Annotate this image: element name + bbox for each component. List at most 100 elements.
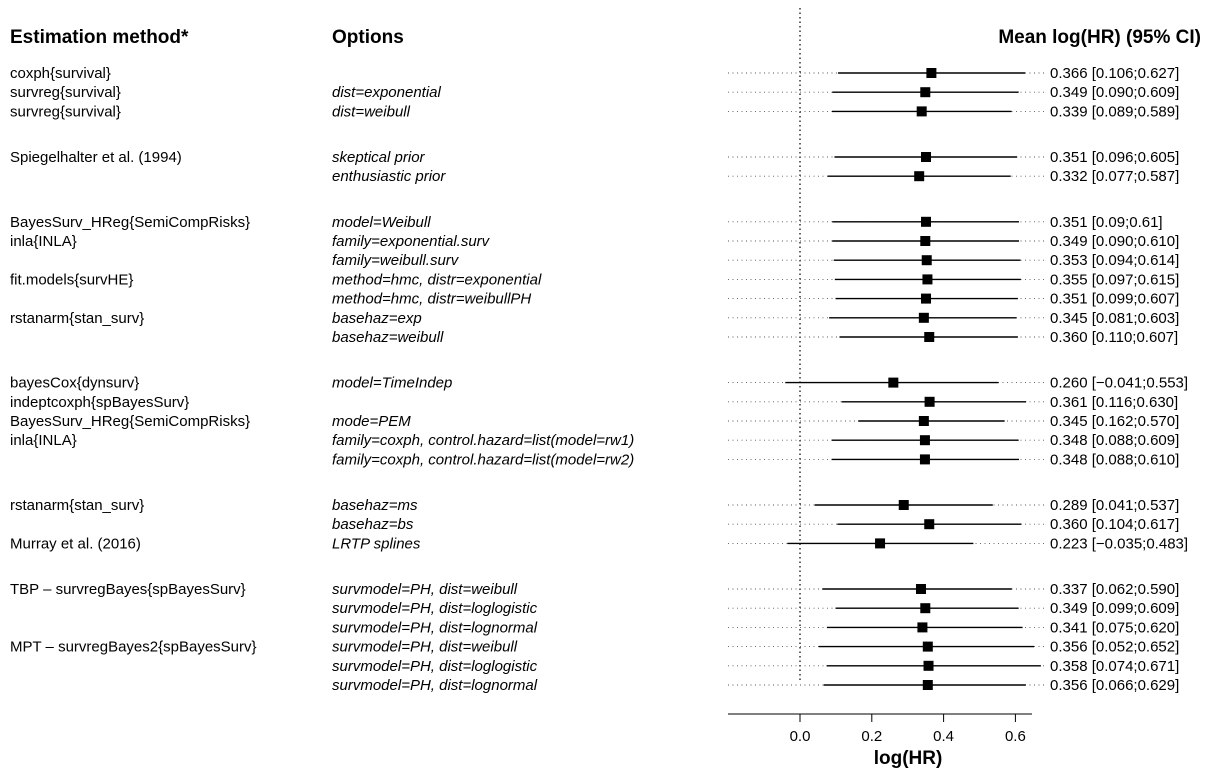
estimate-label: 0.353 [0.094;0.614] — [1050, 252, 1179, 269]
estimate-label: 0.348 [0.088;0.609] — [1050, 432, 1179, 449]
option-label: dist=exponential — [332, 84, 441, 101]
option-label: survmodel=PH, dist=lognormal — [332, 619, 538, 636]
point-estimate — [924, 332, 935, 342]
point-estimate — [921, 216, 932, 227]
point-estimate — [922, 274, 933, 285]
option-label: family=coxph, control.hazard=list(model=… — [332, 451, 634, 468]
option-label: dist=weibull — [332, 103, 411, 120]
method-label: Spiegelhalter et al. (1994) — [10, 149, 182, 166]
estimate-label: 0.223 [−0.035;0.483] — [1050, 535, 1188, 552]
estimate-label: 0.349 [0.090;0.609] — [1050, 84, 1179, 101]
estimate-label: 0.332 [0.077;0.587] — [1050, 168, 1179, 185]
option-label: family=coxph, control.hazard=list(model=… — [332, 432, 634, 449]
option-label: survmodel=PH, dist=loglogistic — [332, 600, 538, 617]
point-estimate — [923, 660, 934, 671]
method-label: rstanarm{stan_surv} — [10, 497, 144, 514]
option-label: basehaz=weibull — [332, 329, 444, 346]
x-tick-label: 0.6 — [1005, 728, 1026, 745]
method-label: Murray et al. (2016) — [10, 535, 141, 552]
estimate-label: 0.360 [0.104;0.617] — [1050, 516, 1179, 533]
header-options: Options — [332, 27, 404, 48]
estimate-label: 0.351 [0.096;0.605] — [1050, 149, 1179, 166]
estimate-label: 0.289 [0.041;0.537] — [1050, 497, 1179, 514]
method-label: bayesCox{dynsurv} — [10, 375, 139, 392]
point-estimate — [915, 584, 926, 594]
estimate-label: 0.345 [0.081;0.603] — [1050, 310, 1179, 327]
point-estimate — [917, 622, 928, 633]
option-label: mode=PEM — [332, 413, 411, 430]
method-label: inla{INLA} — [10, 233, 77, 250]
option-label: survmodel=PH, dist=weibull — [332, 639, 518, 656]
point-estimate — [922, 641, 933, 652]
method-label: survreg{survival} — [10, 84, 121, 101]
point-estimate — [921, 152, 932, 162]
point-estimate — [922, 680, 933, 690]
estimate-label: 0.349 [0.090;0.610] — [1050, 233, 1179, 250]
header-estimation-method: Estimation method* — [10, 27, 189, 48]
option-label: survmodel=PH, dist=lognormal — [332, 677, 538, 694]
x-tick-label: 0.4 — [933, 728, 954, 745]
point-estimate — [924, 519, 935, 530]
point-estimate — [921, 293, 932, 304]
estimate-label: 0.358 [0.074;0.671] — [1050, 658, 1179, 675]
point-estimate — [916, 106, 927, 117]
option-label: basehaz=ms — [332, 497, 418, 514]
option-label: model=TimeIndep — [332, 375, 452, 392]
estimate-label: 0.361 [0.116;0.630] — [1050, 394, 1178, 411]
estimate-label: 0.339 [0.089;0.589] — [1050, 103, 1179, 120]
option-label: enthusiastic prior — [332, 168, 446, 185]
estimate-label: 0.260 [−0.041;0.553] — [1050, 375, 1188, 392]
point-estimate — [918, 312, 929, 323]
point-estimate — [926, 68, 937, 78]
method-label: indeptcoxph{spBayesSurv} — [10, 394, 189, 411]
method-label: coxph{survival} — [10, 65, 111, 82]
point-estimate — [920, 236, 931, 246]
option-label: method=hmc, distr=exponential — [332, 271, 542, 288]
option-label: survmodel=PH, dist=loglogistic — [332, 658, 538, 675]
estimate-label: 0.337 [0.062;0.590] — [1050, 581, 1179, 598]
x-axis-ticks: 0.0 0.2 0.4 0.6 — [790, 714, 1026, 745]
option-label: skeptical prior — [332, 149, 426, 166]
point-estimate — [919, 435, 930, 446]
method-label: rstanarm{stan_surv} — [10, 310, 144, 327]
estimate-label: 0.341 [0.075;0.620] — [1050, 619, 1179, 636]
option-label: family=exponential.surv — [332, 233, 491, 250]
point-estimate — [924, 396, 935, 407]
method-label: BayesSurv_HReg{SemiCompRisks} — [10, 214, 250, 231]
point-estimate — [919, 454, 930, 465]
point-estimate — [921, 255, 932, 266]
method-label: TBP – survregBayes{spBayesSurv} — [10, 581, 246, 598]
x-tick-label: 0.2 — [861, 728, 882, 745]
point-estimate — [914, 171, 925, 182]
method-label: fit.models{survHE} — [10, 271, 133, 288]
method-label: survreg{survival} — [10, 103, 121, 120]
point-estimate — [920, 603, 931, 614]
point-estimate — [920, 87, 931, 98]
estimate-label: 0.349 [0.099;0.609] — [1050, 600, 1179, 617]
estimate-label: 0.360 [0.110;0.607] — [1050, 329, 1178, 346]
option-label: LRTP splines — [332, 535, 421, 552]
estimate-label: 0.348 [0.088;0.610] — [1050, 451, 1179, 468]
rows-layer: coxph{survival} 0.366 [0.106;0.627] survre… — [10, 65, 1188, 694]
point-estimate — [875, 538, 886, 549]
method-label: BayesSurv_HReg{SemiCompRisks} — [10, 413, 250, 430]
estimate-label: 0.351 [0.099;0.607] — [1050, 291, 1179, 308]
estimate-label: 0.366 [0.106;0.627] — [1050, 65, 1179, 82]
estimate-label: 0.355 [0.097;0.615] — [1050, 271, 1179, 288]
option-label: survmodel=PH, dist=weibull — [332, 581, 518, 598]
header-mean-log-hr: Mean log(HR) (95% CI) — [998, 27, 1201, 48]
point-estimate — [918, 416, 929, 426]
estimate-label: 0.356 [0.052;0.652] — [1050, 639, 1179, 656]
option-label: model=Weibull — [332, 214, 431, 231]
option-label: family=weibull.surv — [332, 252, 460, 269]
method-label: inla{INLA} — [10, 432, 77, 449]
point-estimate — [898, 500, 909, 510]
estimate-label: 0.356 [0.066;0.629] — [1050, 677, 1179, 694]
option-label: basehaz=bs — [332, 516, 414, 533]
option-label: basehaz=exp — [332, 310, 422, 327]
estimate-label: 0.351 [0.09;0.61] — [1050, 214, 1163, 231]
method-label: MPT – survregBayes2{spBayesSurv} — [10, 639, 257, 656]
x-axis-title: log(HR) — [874, 748, 943, 769]
x-tick-label: 0.0 — [790, 728, 811, 745]
